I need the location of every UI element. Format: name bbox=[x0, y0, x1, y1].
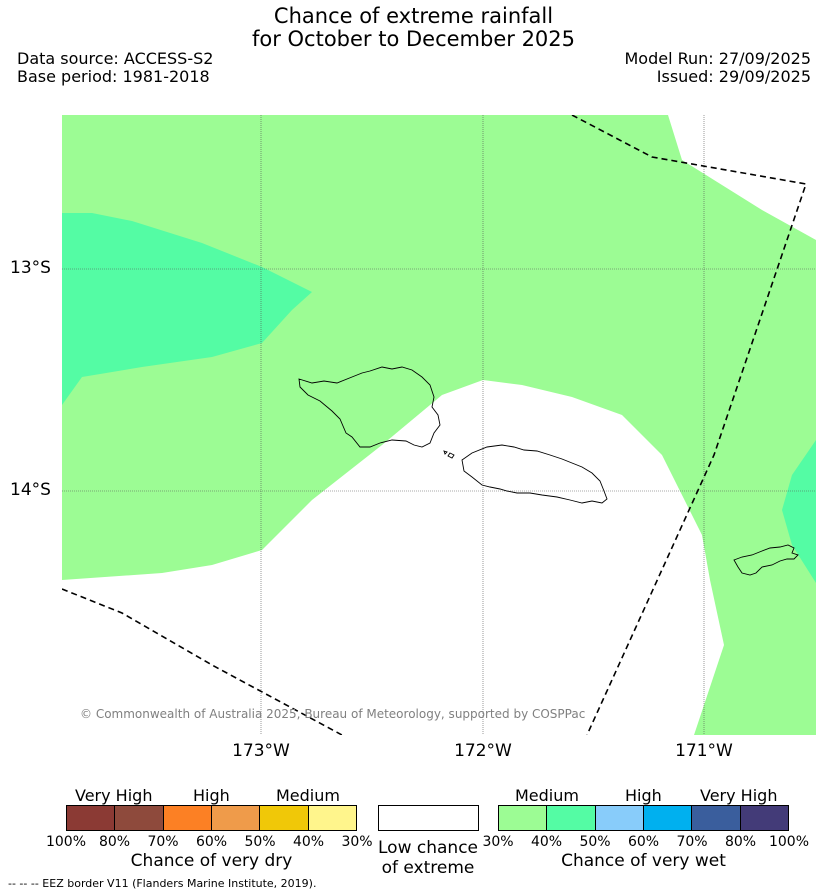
wet-swatch bbox=[740, 806, 788, 830]
base-period: Base period: 1981-2018 bbox=[17, 67, 210, 86]
island-apolima bbox=[443, 450, 448, 455]
wet-cat-very-high: Very High bbox=[700, 786, 778, 805]
dry-tick-label: 60% bbox=[195, 834, 228, 850]
copyright-notice: © Commonwealth of Australia 2025, Bureau… bbox=[80, 707, 586, 721]
wet-colorbar-title: Chance of very wet bbox=[561, 851, 726, 871]
dry-tick-label: 70% bbox=[147, 834, 179, 850]
eez-border-southwest bbox=[61, 588, 343, 736]
dry-swatch bbox=[211, 806, 261, 830]
graticule bbox=[62, 115, 816, 735]
island-upolu bbox=[461, 444, 608, 504]
dry-tick-label: 80% bbox=[98, 834, 131, 850]
lon-label-172w: 172°W bbox=[454, 741, 512, 761]
wet-tick-label: 40% bbox=[530, 834, 563, 850]
mid-wet-region-east bbox=[782, 440, 816, 583]
data-source: Data source: ACCESS-S2 bbox=[17, 49, 214, 68]
map-title-line1: Chance of extreme rainfall bbox=[273, 4, 554, 28]
eez-border bbox=[61, 114, 808, 736]
eez-footnote: -- -- -- EEZ border V11 (Flanders Marine… bbox=[8, 877, 317, 890]
lon-label-171w: 171°W bbox=[675, 741, 733, 761]
low-chance-label: Low chance of extreme bbox=[366, 838, 490, 878]
wet-tick-label: 100% bbox=[768, 834, 810, 850]
wet-swatch bbox=[499, 806, 548, 830]
island-savaii bbox=[298, 366, 441, 448]
wet-swatch bbox=[547, 806, 596, 830]
wet-swatch bbox=[595, 806, 644, 830]
wet-swatch bbox=[643, 806, 693, 830]
dry-tick-label: 50% bbox=[244, 834, 276, 850]
model-run: Model Run: 27/09/2025 bbox=[624, 49, 812, 68]
dry-colorbar-title: Chance of very dry bbox=[130, 851, 293, 871]
dry-tick-label: 100% bbox=[45, 834, 87, 850]
lon-label-173w: 173°W bbox=[232, 741, 290, 761]
low-chance-line2: of extreme bbox=[381, 858, 475, 878]
medium-wet-region bbox=[62, 115, 816, 735]
dry-swatch bbox=[67, 806, 116, 830]
dry-swatch bbox=[115, 806, 164, 830]
dry-tick-label: 40% bbox=[292, 834, 325, 850]
dry-cat-medium: Medium bbox=[276, 786, 340, 805]
wet-tick-label: 30% bbox=[482, 834, 514, 850]
map-area: 13°S 14°S 173°W 172°W 171°W bbox=[10, 114, 816, 761]
mid-wet-region-west bbox=[62, 213, 312, 405]
eez-border-east bbox=[571, 114, 808, 736]
wet-tick-label: 70% bbox=[676, 834, 708, 850]
dry-cat-high: High bbox=[193, 786, 230, 805]
low-chance-swatch bbox=[378, 805, 479, 831]
map-svg bbox=[61, 114, 816, 736]
wet-tick-label: 80% bbox=[724, 834, 757, 850]
islands bbox=[298, 366, 799, 576]
dry-swatch bbox=[260, 806, 309, 830]
dry-colorbar bbox=[66, 805, 357, 831]
island-tutuila bbox=[733, 544, 799, 576]
lat-label-14s: 14°S bbox=[10, 480, 51, 500]
wet-cat-medium: Medium bbox=[515, 786, 579, 805]
map-title-line2: for October to December 2025 bbox=[251, 27, 576, 51]
dry-cat-very-high: Very High bbox=[75, 786, 153, 805]
wet-cat-high: High bbox=[625, 786, 662, 805]
dry-swatch bbox=[308, 806, 356, 830]
wet-tick-label: 60% bbox=[627, 834, 660, 850]
lat-label-13s: 13°S bbox=[10, 258, 51, 278]
dry-swatch bbox=[163, 806, 212, 830]
island-manono bbox=[447, 452, 455, 459]
issued-date: Issued: 29/09/2025 bbox=[656, 67, 811, 86]
wet-tick-label: 50% bbox=[579, 834, 611, 850]
dry-tick-label: 30% bbox=[341, 834, 373, 850]
wet-colorbar bbox=[498, 805, 789, 831]
low-chance-line1: Low chance bbox=[378, 838, 478, 858]
wet-swatch bbox=[692, 806, 741, 830]
